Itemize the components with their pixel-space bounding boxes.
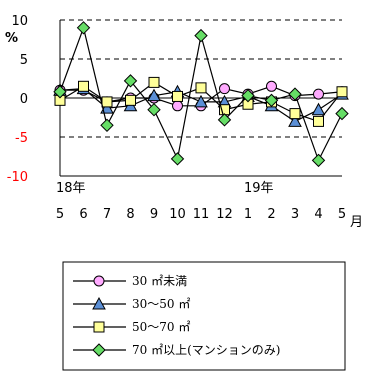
legend-entry: 70 ㎡以上(マンションのみ) xyxy=(73,343,280,357)
x-tick-label: 2 xyxy=(267,207,275,222)
x-tick-label: 3 xyxy=(291,207,299,222)
data-point-diamond xyxy=(194,28,208,43)
y-tick-label: -5 xyxy=(15,131,28,146)
data-point-circle xyxy=(219,83,230,95)
data-point-diamond xyxy=(241,88,255,103)
series-diamond xyxy=(53,21,349,168)
series-lines xyxy=(53,21,349,168)
data-point-triangle xyxy=(194,94,208,108)
data-point-diamond xyxy=(311,153,326,168)
data-point-square xyxy=(148,76,160,88)
data-point-circle xyxy=(172,100,183,112)
data-point-square xyxy=(313,115,324,127)
data-point-diamond xyxy=(170,152,185,166)
x-tick-label: 10 xyxy=(169,207,186,222)
x-tick-label: 7 xyxy=(103,207,111,222)
data-point-diamond xyxy=(100,118,114,133)
legend-marker-diamond xyxy=(92,343,106,357)
data-point-square xyxy=(172,90,183,102)
y-tick-label: 10 xyxy=(11,14,28,29)
x-tick-label: 9 xyxy=(150,207,158,222)
x-tick-label: 11 xyxy=(193,207,210,222)
x-tick-label: 4 xyxy=(314,207,322,222)
x-tick-label: 1 xyxy=(244,207,252,222)
x-tick-label: 5 xyxy=(56,207,64,222)
legend xyxy=(62,261,346,371)
gridlines xyxy=(60,19,342,138)
data-point-square xyxy=(336,86,348,98)
legend-label: 30～50 ㎡ xyxy=(132,297,190,311)
data-point-diamond xyxy=(76,21,91,35)
data-point-diamond xyxy=(288,87,302,101)
legend-marker-triangle xyxy=(92,296,106,310)
legend-entries: 30 ㎡未満 30～50 ㎡ 50～70 ㎡ 70 ㎡以上(マンションのみ) xyxy=(73,274,280,357)
legend-label: 30 ㎡未満 xyxy=(132,274,187,288)
legend-marker-circle xyxy=(93,275,105,287)
data-point-square xyxy=(78,80,89,92)
data-point-square xyxy=(195,82,207,94)
data-point-circle xyxy=(313,88,324,100)
y-tick-labels: 10 5 0 -5 -10 xyxy=(7,14,28,185)
legend-label: 70 ㎡以上(マンションのみ) xyxy=(132,343,280,357)
data-point-square xyxy=(101,96,113,108)
data-point-diamond xyxy=(147,102,161,117)
data-point-triangle xyxy=(288,114,302,127)
data-point-diamond xyxy=(217,113,232,127)
y-tick-label: -10 xyxy=(7,170,28,185)
x-unit-label: 月 xyxy=(350,215,363,230)
x-tick-label: 5 xyxy=(338,207,346,222)
x-tick-label: 8 xyxy=(126,207,134,222)
data-point-diamond xyxy=(123,74,138,88)
legend-entry: 50～70 ㎡ xyxy=(73,320,190,334)
year-labels: 18年 19年 xyxy=(56,175,342,196)
y-tick-label: 5 xyxy=(20,53,28,68)
year-label: 19年 xyxy=(244,181,274,196)
x-tick-label: 6 xyxy=(79,207,87,222)
x-tick-label: 12 xyxy=(216,207,233,222)
x-tick-labels: 5 6 7 8 9 10 11 12 1 2 3 4 5 xyxy=(56,207,346,222)
data-point-triangle xyxy=(311,102,326,116)
legend-marker-square xyxy=(93,321,105,333)
data-point-triangle xyxy=(147,88,161,102)
data-point-diamond xyxy=(53,85,67,99)
year-label: 18年 xyxy=(56,181,86,196)
y-tick-label: 0 xyxy=(20,92,28,107)
legend-label: 50～70 ㎡ xyxy=(132,320,190,334)
data-point-square xyxy=(289,108,301,120)
data-point-diamond xyxy=(264,93,279,108)
y-unit-label: % xyxy=(5,31,18,46)
data-point-diamond xyxy=(335,106,349,121)
legend-entry: 30～50 ㎡ xyxy=(73,296,190,311)
data-point-square xyxy=(125,94,136,106)
data-point-circle xyxy=(266,80,277,92)
legend-entry: 30 ㎡未満 xyxy=(73,274,187,288)
